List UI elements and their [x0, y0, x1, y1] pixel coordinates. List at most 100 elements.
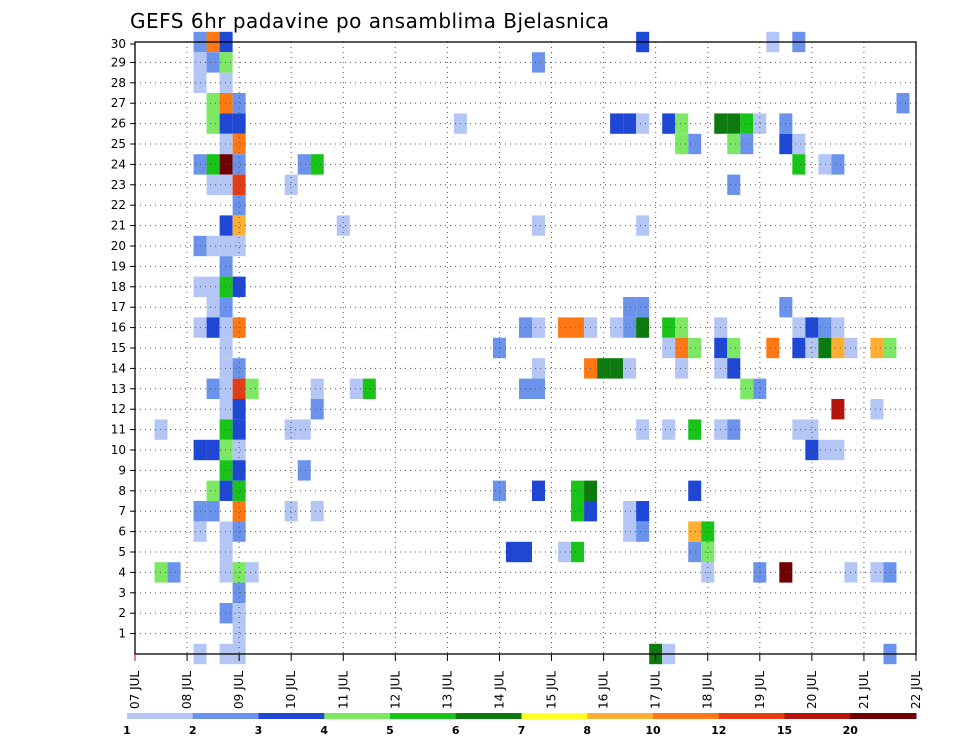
- heatmap-cell: [571, 541, 585, 563]
- heatmap-cell: [636, 317, 650, 338]
- heatmap-cell: [492, 480, 506, 501]
- heatmap-cell: [675, 113, 689, 134]
- x-tick-label: 10 JUL: [284, 671, 298, 709]
- heatmap-cell: [818, 154, 832, 175]
- heatmap-cell: [297, 154, 311, 175]
- x-tick-label: 07 JUL: [128, 671, 142, 709]
- heatmap-cell: [232, 358, 246, 379]
- x-tick-label: 09 JUL: [232, 671, 246, 709]
- heatmap-cell: [896, 93, 910, 114]
- heatmap-cell: [623, 113, 637, 134]
- heatmap-cell: [831, 439, 845, 461]
- y-tick-label: 27: [111, 96, 126, 110]
- heatmap-cell: [310, 154, 324, 175]
- heatmap-cell: [688, 337, 702, 359]
- heatmap-cell: [219, 72, 233, 93]
- heatmap-cell: [636, 521, 650, 542]
- x-tick-label: 22 JUL: [909, 671, 923, 709]
- chart-title: GEFS 6hr padavine po ansamblima Bjelasni…: [130, 9, 610, 33]
- x-tick-label: 16 JUL: [597, 671, 611, 709]
- heatmap-cell: [310, 378, 324, 399]
- heatmap-cell: [232, 603, 246, 624]
- colorbar-label: 6: [452, 724, 460, 737]
- y-tick-label: 25: [111, 137, 126, 151]
- heatmap-cell: [206, 480, 220, 501]
- x-tick-label: 14 JUL: [492, 671, 506, 709]
- heatmap-cell: [571, 480, 585, 501]
- colorbar-label: 4: [320, 724, 328, 737]
- heatmap-cell: [792, 317, 806, 338]
- heatmap-cell: [662, 113, 676, 134]
- heatmap-cell: [219, 541, 233, 563]
- heatmap-cell: [532, 358, 546, 379]
- y-tick-label: 23: [111, 178, 126, 192]
- heatmap-cell: [232, 93, 246, 114]
- heatmap-cell: [688, 480, 702, 501]
- heatmap-cell: [805, 419, 819, 440]
- heatmap-cell: [870, 337, 884, 359]
- heatmap-cell: [753, 378, 767, 399]
- y-tick-label: 4: [118, 565, 126, 579]
- y-tick-label: 10: [111, 443, 126, 457]
- heatmap-cell: [232, 276, 246, 297]
- colorbar-label: 5: [386, 724, 394, 737]
- heatmap-cell: [206, 317, 220, 338]
- heatmap-cell: [362, 378, 376, 399]
- y-tick-label: 15: [111, 341, 126, 355]
- heatmap-cell: [727, 174, 741, 195]
- colorbar-label: 8: [583, 724, 591, 737]
- x-tick-label: 15 JUL: [545, 671, 559, 709]
- colorbar-swatch: [850, 713, 917, 719]
- heatmap-cell: [753, 113, 767, 134]
- heatmap-cell: [831, 399, 845, 420]
- heatmap-cell: [206, 276, 220, 297]
- heatmap-cell: [532, 378, 546, 399]
- heatmap-cell: [727, 133, 741, 155]
- heatmap-cell: [675, 337, 689, 359]
- heatmap-cell: [310, 399, 324, 420]
- heatmap-cell: [232, 521, 246, 542]
- heatmap-cell: [167, 562, 181, 583]
- heatmap-cell: [219, 419, 233, 440]
- heatmap-cell: [636, 113, 650, 134]
- heatmap-cell: [532, 215, 546, 236]
- colorbar-label: 7: [518, 724, 526, 737]
- heatmap-cell: [206, 378, 220, 399]
- y-tick-label: 16: [111, 321, 126, 335]
- x-tick-label: 17 JUL: [649, 671, 663, 709]
- y-tick-label: 1: [118, 627, 126, 641]
- heatmap-cell: [792, 133, 806, 155]
- colorbar-swatch: [653, 713, 720, 719]
- heatmap-cell: [662, 419, 676, 440]
- heatmap-cell: [219, 378, 233, 399]
- heatmap-cells: [154, 31, 910, 665]
- heatmap-cell: [740, 133, 754, 155]
- heatmap-cell: [792, 154, 806, 175]
- heatmap-cell: [206, 52, 220, 73]
- colorbar-swatch: [258, 713, 325, 719]
- heatmap-cell: [219, 399, 233, 420]
- x-axis-ticks: 07 JUL 08 JUL 09 JUL 10 JUL 11 JUL 12 JUL 13 J…: [128, 654, 923, 709]
- heatmap-cell: [688, 521, 702, 542]
- y-tick-label: 18: [111, 280, 126, 294]
- heatmap-cell: [831, 337, 845, 359]
- heatmap-cell: [206, 439, 220, 461]
- y-tick-label: 22: [111, 198, 126, 212]
- heatmap-cell: [219, 215, 233, 236]
- heatmap-cell: [310, 501, 324, 522]
- heatmap-cell: [831, 317, 845, 338]
- heatmap-cell: [232, 623, 246, 644]
- heatmap-cell: [688, 419, 702, 440]
- heatmap-cell: [232, 133, 246, 155]
- x-tick-label: 12 JUL: [388, 671, 402, 709]
- heatmap-cell: [154, 562, 168, 583]
- heatmap-cell: [636, 501, 650, 522]
- heatmap-cell: [219, 113, 233, 134]
- x-tick-label: 11 JUL: [336, 671, 350, 709]
- heatmap-cell: [701, 521, 715, 542]
- y-tick-label: 7: [118, 504, 126, 518]
- heatmap-cell: [571, 501, 585, 522]
- colorbar-swatch: [718, 713, 785, 719]
- y-tick-label: 5: [118, 545, 126, 559]
- heatmap-cell: [675, 133, 689, 155]
